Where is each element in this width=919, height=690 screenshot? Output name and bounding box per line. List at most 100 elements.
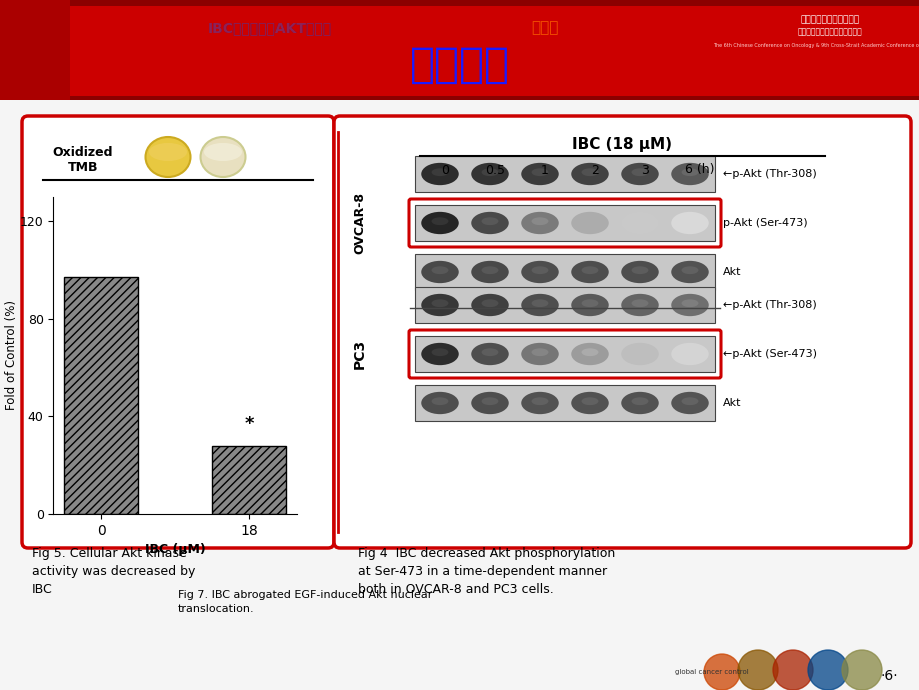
Text: Fig 5. Cellular Akt kinase
activity was decreased by
IBC: Fig 5. Cellular Akt kinase activity was … <box>32 547 195 596</box>
Y-axis label: Fold of Control (%): Fold of Control (%) <box>6 300 18 411</box>
Ellipse shape <box>571 261 608 283</box>
Text: 3: 3 <box>641 164 648 177</box>
Text: Fig 4  IBC decreased Akt phosphorylation
at Ser-473 in a time-dependent manner
b: Fig 4 IBC decreased Akt phosphorylation … <box>357 547 615 596</box>
Bar <box>0 0 919 100</box>
Ellipse shape <box>671 343 708 365</box>
Ellipse shape <box>571 294 608 316</box>
Ellipse shape <box>145 137 190 177</box>
Ellipse shape <box>671 392 708 414</box>
Text: *: * <box>244 415 254 433</box>
Text: IBC抑制细胞内AKT磷酸化: IBC抑制细胞内AKT磷酸化 <box>208 21 332 35</box>
Text: Fig 7. IBC abrogated EGF-induced Akt nuclear
translocation.: Fig 7. IBC abrogated EGF-induced Akt nuc… <box>177 590 432 614</box>
Bar <box>414 287 714 323</box>
Text: The 6th Chinese Conference on Oncology & 9th Cross-Strait Academic Conference on: The 6th Chinese Conference on Oncology &… <box>712 43 919 48</box>
Text: 6 (h): 6 (h) <box>685 164 714 177</box>
Ellipse shape <box>421 392 459 414</box>
Ellipse shape <box>620 392 658 414</box>
Text: Akt: Akt <box>722 267 741 277</box>
Ellipse shape <box>204 143 242 161</box>
Text: ←p-Akt (Ser-473): ←p-Akt (Ser-473) <box>722 349 816 359</box>
Ellipse shape <box>681 168 698 176</box>
Ellipse shape <box>471 163 508 185</box>
Ellipse shape <box>471 343 508 365</box>
Ellipse shape <box>630 397 648 405</box>
Text: 2: 2 <box>590 164 598 177</box>
Ellipse shape <box>681 397 698 405</box>
Ellipse shape <box>431 217 448 225</box>
Ellipse shape <box>671 261 708 283</box>
Text: Oxidized
TMB: Oxidized TMB <box>52 146 113 174</box>
Ellipse shape <box>481 397 498 405</box>
Text: Akt: Akt <box>722 398 741 408</box>
Text: 0: 0 <box>440 164 448 177</box>
Ellipse shape <box>531 168 548 176</box>
Bar <box>414 385 714 421</box>
Text: OVCAR-8: OVCAR-8 <box>353 192 366 254</box>
Ellipse shape <box>481 266 498 274</box>
Text: global cancer control: global cancer control <box>675 669 748 675</box>
FancyBboxPatch shape <box>22 116 334 548</box>
Ellipse shape <box>471 294 508 316</box>
Ellipse shape <box>620 294 658 316</box>
Ellipse shape <box>620 212 658 234</box>
Ellipse shape <box>531 397 548 405</box>
Ellipse shape <box>630 266 648 274</box>
X-axis label: IBC (μM): IBC (μM) <box>144 543 206 556</box>
Ellipse shape <box>521 163 558 185</box>
Bar <box>0 96 919 100</box>
Ellipse shape <box>421 343 459 365</box>
Ellipse shape <box>630 299 648 307</box>
Bar <box>414 205 714 241</box>
Ellipse shape <box>581 266 597 274</box>
Ellipse shape <box>571 163 608 185</box>
Text: IBC (18 μM): IBC (18 μM) <box>572 137 672 152</box>
Ellipse shape <box>581 168 597 176</box>
Circle shape <box>737 650 777 690</box>
Text: ←p-Akt (Thr-308): ←p-Akt (Thr-308) <box>722 169 816 179</box>
Ellipse shape <box>421 163 459 185</box>
Text: 0.5: 0.5 <box>484 164 505 177</box>
Ellipse shape <box>620 261 658 283</box>
Ellipse shape <box>149 143 187 161</box>
Text: ·6·: ·6· <box>879 669 897 683</box>
Ellipse shape <box>571 343 608 365</box>
Ellipse shape <box>200 137 245 177</box>
Ellipse shape <box>681 266 698 274</box>
FancyBboxPatch shape <box>334 116 910 548</box>
Ellipse shape <box>531 217 548 225</box>
Ellipse shape <box>531 266 548 274</box>
Ellipse shape <box>620 163 658 185</box>
Bar <box>64 277 138 514</box>
Ellipse shape <box>421 212 459 234</box>
Circle shape <box>772 650 812 690</box>
Ellipse shape <box>521 392 558 414</box>
Ellipse shape <box>471 212 508 234</box>
Ellipse shape <box>431 168 448 176</box>
Bar <box>414 254 714 290</box>
Ellipse shape <box>521 294 558 316</box>
Text: PC3: PC3 <box>353 339 367 369</box>
Text: 磷酸化: 磷酸化 <box>531 21 558 35</box>
Text: ←p-Akt (Thr-308): ←p-Akt (Thr-308) <box>722 300 816 310</box>
Ellipse shape <box>571 392 608 414</box>
Bar <box>0 0 919 6</box>
Ellipse shape <box>581 397 597 405</box>
Text: IBC抑制细胞内AKT磷酸化: IBC抑制细胞内AKT磷酸化 <box>208 21 332 35</box>
Text: 暨全九届海峡两岸肿瘤学术会议: 暨全九届海峡两岸肿瘤学术会议 <box>797 28 861 37</box>
Bar <box>212 446 286 514</box>
Ellipse shape <box>581 299 597 307</box>
Ellipse shape <box>481 168 498 176</box>
Bar <box>0 0 70 100</box>
Ellipse shape <box>431 299 448 307</box>
Ellipse shape <box>421 294 459 316</box>
Ellipse shape <box>681 299 698 307</box>
Ellipse shape <box>481 348 498 356</box>
Ellipse shape <box>481 299 498 307</box>
Ellipse shape <box>630 168 648 176</box>
Ellipse shape <box>671 294 708 316</box>
Circle shape <box>841 650 881 690</box>
Bar <box>414 156 714 192</box>
Ellipse shape <box>620 343 658 365</box>
Text: 研究结果: 研究结果 <box>410 44 509 86</box>
Ellipse shape <box>581 348 597 356</box>
